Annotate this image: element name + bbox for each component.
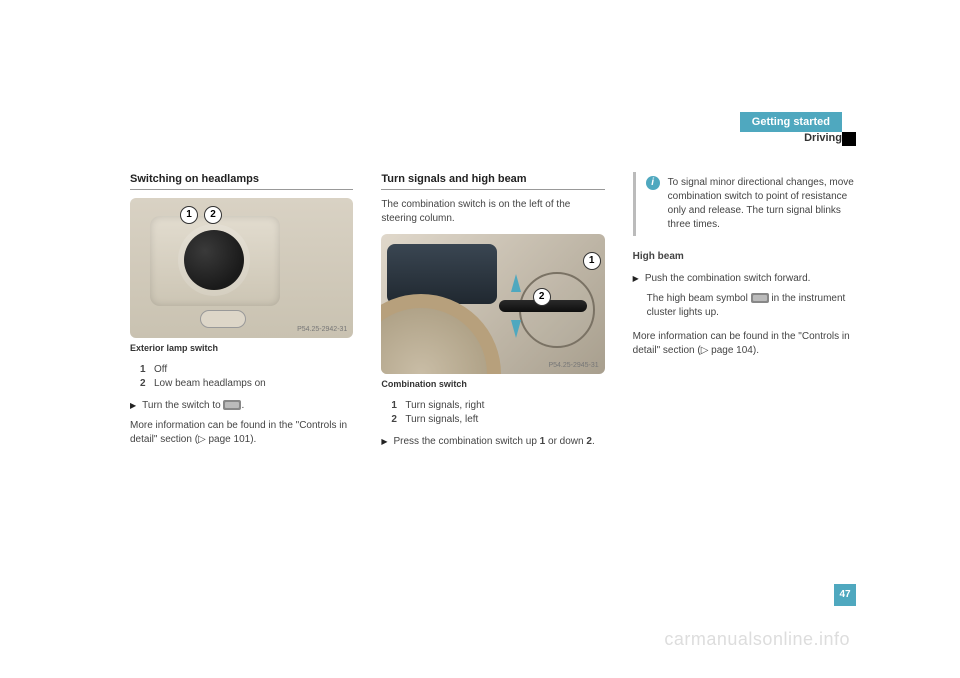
step-text: Press the combination switch up 1 or dow…	[393, 435, 594, 449]
def-num: 2	[391, 413, 401, 427]
def-row: 1 Off	[140, 363, 353, 377]
arrow-up-icon	[511, 274, 521, 292]
figure-combination-switch: 1 2 P54.25-2945-31	[381, 234, 604, 374]
def-row: 2 Turn signals, left	[391, 413, 604, 427]
step-text-part: Press the combination switch up	[393, 436, 539, 447]
content-columns: Switching on headlamps 1 2 P54.25-2942-3…	[130, 172, 856, 455]
callout-1: 1	[583, 252, 601, 270]
headlamp-icon	[223, 400, 241, 410]
def-num: 1	[391, 399, 401, 413]
arrow-down-icon	[511, 320, 521, 338]
text-part: The high beam symbol	[647, 293, 751, 304]
intro-text: The combination switch is on the left of…	[381, 198, 604, 226]
page: Getting started Driving Switching on hea…	[0, 0, 960, 678]
page-ref: ▷ page 101	[198, 434, 250, 445]
info-box: i To signal minor directional changes, m…	[633, 172, 856, 236]
def-num: 1	[140, 363, 150, 377]
definition-list: 1 Off 2 Low beam headlamps on	[140, 363, 353, 391]
subheading: High beam	[633, 250, 856, 264]
step: ▶ Push the combination switch forward.	[633, 272, 856, 286]
page-ref: ▷ page 104	[701, 345, 753, 356]
steering-wheel	[381, 294, 501, 374]
step-text: Turn the switch to .	[142, 399, 244, 413]
info-text: To signal minor directional changes, mov…	[668, 176, 856, 232]
rule	[381, 189, 604, 190]
column-1: Switching on headlamps 1 2 P54.25-2942-3…	[130, 172, 353, 455]
figure-label: P54.25-2945-31	[548, 361, 598, 371]
step: ▶ Press the combination switch up 1 or d…	[381, 435, 604, 449]
cross-reference: More information can be found in the "Co…	[130, 419, 353, 447]
step-bullet-icon: ▶	[633, 273, 639, 286]
step-text-part: Turn the switch to	[142, 400, 223, 411]
col2-title: Turn signals and high beam	[381, 172, 604, 187]
step-text-part: .	[592, 436, 595, 447]
figure-caption: Combination switch	[381, 378, 604, 391]
def-text: Turn signals, left	[405, 413, 478, 427]
definition-list: 1 Turn signals, right 2 Turn signals, left	[391, 399, 604, 427]
def-text: Low beam headlamps on	[154, 377, 266, 391]
info-icon: i	[646, 176, 660, 190]
def-row: 2 Low beam headlamps on	[140, 377, 353, 391]
col1-title: Switching on headlamps	[130, 172, 353, 187]
column-2: Turn signals and high beam The combinati…	[381, 172, 604, 455]
figure-label: P54.25-2942-31	[297, 325, 347, 335]
xref-text: ).	[250, 434, 256, 445]
step-text-part: or down	[545, 436, 586, 447]
section-marker	[842, 132, 856, 146]
watermark: carmanualsonline.info	[664, 629, 850, 650]
step: ▶ Turn the switch to .	[130, 399, 353, 413]
def-text: Turn signals, right	[405, 399, 484, 413]
step-text-part: .	[241, 400, 244, 411]
rotary-dial	[184, 230, 244, 290]
def-num: 2	[140, 377, 150, 391]
step-bullet-icon: ▶	[381, 436, 387, 449]
figure-caption: Exterior lamp switch	[130, 342, 353, 355]
highbeam-icon	[751, 293, 769, 303]
step-text: Push the combination switch forward.	[645, 272, 811, 286]
def-row: 1 Turn signals, right	[391, 399, 604, 413]
column-3: i To signal minor directional changes, m…	[633, 172, 856, 455]
chapter-tab: Getting started	[740, 112, 842, 132]
cross-reference: More information can be found in the "Co…	[633, 330, 856, 358]
rule	[130, 189, 353, 190]
section-name: Driving	[642, 132, 842, 144]
figure-exterior-lamp-switch: 1 2 P54.25-2942-31	[130, 198, 353, 338]
callout-2: 2	[533, 288, 551, 306]
xref-text: ).	[753, 345, 759, 356]
oval-button	[200, 310, 246, 328]
step-bullet-icon: ▶	[130, 400, 136, 413]
def-text: Off	[154, 363, 167, 377]
page-number: 47	[834, 584, 856, 606]
result-text: The high beam symbol in the instrument c…	[647, 292, 856, 320]
